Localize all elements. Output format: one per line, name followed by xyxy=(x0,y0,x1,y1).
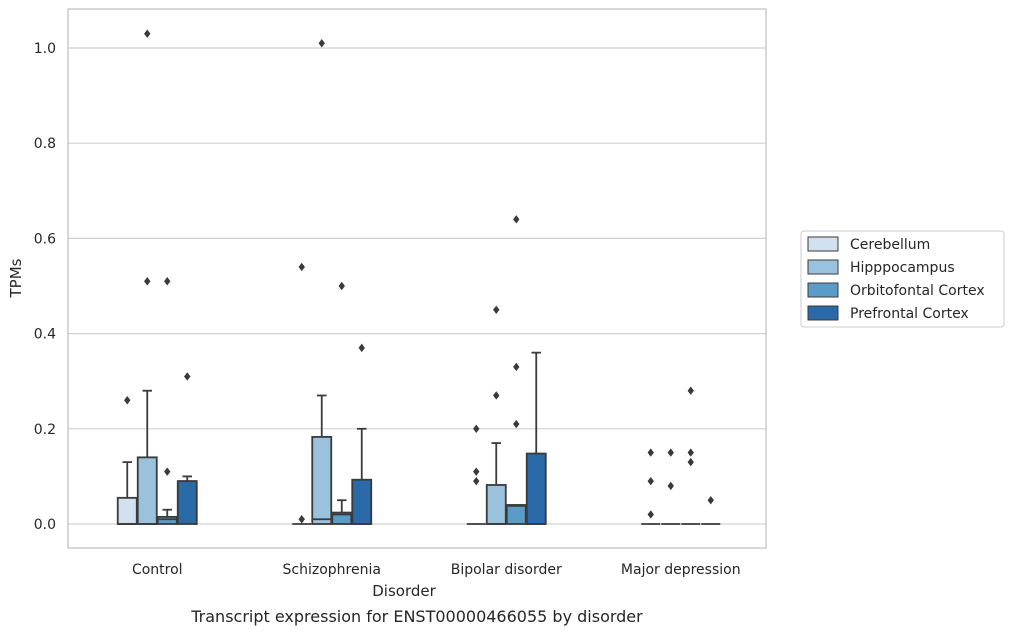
outlier-point xyxy=(124,396,131,405)
box xyxy=(136,456,158,525)
series-orbitofontal-cortex xyxy=(156,215,701,525)
outlier-point xyxy=(473,467,480,476)
outlier-point xyxy=(164,467,171,476)
y-axis-title: TPMs xyxy=(7,258,25,298)
box xyxy=(525,452,547,525)
box xyxy=(505,504,527,525)
y-tick-label: 1.0 xyxy=(34,41,56,57)
y-tick-label: 0.8 xyxy=(34,136,56,152)
outlier-point xyxy=(298,515,305,524)
box xyxy=(331,511,353,525)
legend-label: Orbitofontal Cortex xyxy=(850,283,985,299)
chart-caption: Transcript expression for ENST0000046605… xyxy=(190,607,643,626)
legend-frame xyxy=(800,230,1005,328)
outlier-point xyxy=(667,448,674,457)
outlier-point xyxy=(338,281,345,291)
legend-label: Hipppocampus xyxy=(850,260,955,276)
outlier-point xyxy=(184,372,191,381)
box xyxy=(311,435,333,525)
outlier-point xyxy=(687,386,694,395)
legend-swatch xyxy=(807,282,839,298)
outlier-point xyxy=(513,362,520,372)
outlier-point xyxy=(513,419,520,429)
box xyxy=(156,515,178,525)
outlier-point xyxy=(358,343,365,353)
y-tick-label: 0.4 xyxy=(34,327,56,343)
legend-swatch xyxy=(807,236,839,252)
x-tick-label: Major depression xyxy=(621,562,741,578)
x-tick-label: Schizophrenia xyxy=(283,562,381,578)
box xyxy=(351,478,373,525)
outlier-point xyxy=(667,481,674,491)
box xyxy=(485,484,507,525)
outlier-point xyxy=(647,476,654,486)
outlier-point xyxy=(647,510,654,519)
series-prefrontal-cortex xyxy=(176,343,721,525)
box xyxy=(176,480,198,525)
outlier-point xyxy=(473,476,480,486)
outlier-point xyxy=(298,262,305,272)
series-cerebellum xyxy=(116,262,661,525)
x-tick-label: Bipolar disorder xyxy=(451,562,562,578)
outlier-point xyxy=(687,457,694,467)
series-hipppocampus xyxy=(136,29,681,525)
legend-label: Cerebellum xyxy=(850,237,930,253)
x-tick-label: Control xyxy=(132,562,183,578)
y-tick-label: 0.6 xyxy=(34,231,56,247)
y-tick-label: 0.0 xyxy=(34,517,56,533)
outlier-point xyxy=(687,448,694,457)
y-tick-label: 0.2 xyxy=(34,422,56,438)
outlier-point xyxy=(318,39,325,48)
outlier-point xyxy=(513,215,520,224)
x-tick-labels: Control Schizophrenia Bipolar disorder Majo… xyxy=(132,562,741,578)
outlier-point xyxy=(144,277,151,286)
x-axis-title: Disorder xyxy=(372,582,436,600)
legend: Cerebellum Hipppocampus Orbitofontal Corte… xyxy=(800,230,1005,328)
outlier-point xyxy=(493,391,500,400)
outlier-point xyxy=(164,277,171,286)
legend-swatch xyxy=(807,259,839,275)
outlier-point xyxy=(473,424,480,433)
y-tick-labels: 0.0 0.2 0.4 0.6 0.8 1.0 xyxy=(34,41,56,533)
outlier-point xyxy=(647,448,654,457)
outlier-point xyxy=(144,29,151,38)
outlier-point xyxy=(493,305,500,314)
legend-label: Prefrontal Cortex xyxy=(850,306,969,322)
legend-swatch xyxy=(807,305,839,321)
outlier-point xyxy=(707,496,714,505)
plot-area-frame xyxy=(67,8,767,549)
box xyxy=(116,496,138,525)
box-series xyxy=(116,29,721,525)
